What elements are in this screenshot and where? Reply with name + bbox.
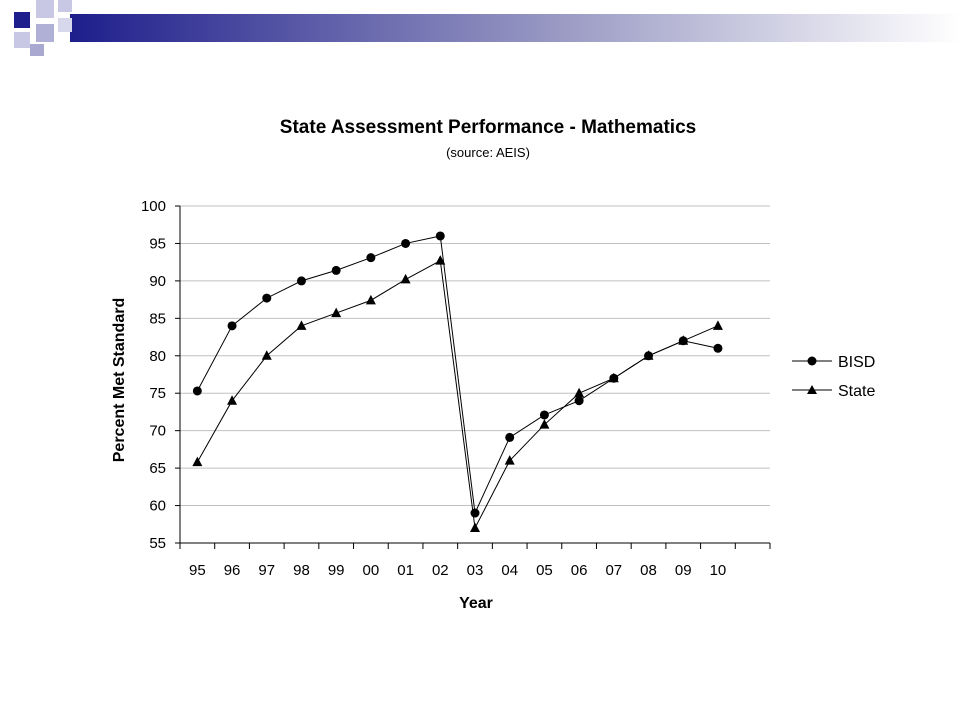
x-tick-label: 04 [501, 562, 518, 579]
x-tick-label: 06 [571, 562, 588, 579]
x-tick-label: 03 [467, 562, 484, 579]
y-tick-label: 70 [149, 423, 166, 440]
y-tick-label: 95 [149, 235, 166, 252]
data-point-state [435, 255, 446, 265]
series-line-state [196, 259, 719, 530]
x-tick-label: 08 [640, 562, 657, 579]
y-tick-label: 100 [141, 198, 166, 215]
x-tick-label: 99 [328, 562, 345, 579]
data-point-state [365, 294, 376, 305]
x-tick-label: 02 [432, 562, 449, 579]
data-point-state [331, 307, 342, 318]
y-tick-label: 75 [149, 385, 166, 402]
chart-subtitle: (source: AEIS) [446, 145, 530, 160]
axes [175, 205, 771, 549]
legend-label-state: State [838, 383, 875, 400]
x-axis-label: Year [459, 595, 493, 612]
x-tick-label: 98 [293, 562, 310, 579]
deco-square-light [36, 0, 54, 18]
data-point-bisd [366, 253, 376, 263]
deco-square-mid [30, 44, 44, 56]
x-tick-label: 95 [189, 562, 206, 579]
deco-square-mid [36, 24, 54, 42]
data-point-bisd [192, 386, 202, 396]
data-point-bisd [539, 410, 549, 420]
data-point-bisd [713, 343, 723, 353]
data-point-state [504, 455, 515, 465]
y-tick-label: 65 [149, 460, 166, 477]
legend-label-bisd: BISD [838, 354, 875, 371]
series-bisd [192, 231, 723, 518]
data-point-state [643, 350, 654, 360]
legend-marker-state [807, 385, 817, 394]
data-point-state [227, 395, 238, 405]
data-point-state [261, 350, 272, 360]
slide-decoration [14, 0, 960, 56]
data-point-bisd [505, 432, 515, 442]
x-tick-label: 10 [710, 562, 727, 579]
data-point-state [296, 320, 307, 330]
y-tick-label: 90 [149, 273, 166, 290]
x-tick-label: 96 [224, 562, 241, 579]
x-tick-label: 05 [536, 562, 553, 579]
data-point-state [712, 320, 723, 330]
y-tick-label: 60 [149, 498, 166, 515]
legend: BISD State [792, 354, 875, 400]
gridlines [180, 205, 770, 507]
data-point-bisd [296, 276, 306, 286]
deco-square-light [58, 18, 72, 32]
data-point-bisd [227, 321, 237, 331]
data-point-bisd [331, 265, 341, 275]
x-tick-label: 01 [397, 562, 414, 579]
data-point-state [400, 273, 411, 284]
deco-square-dark [14, 12, 30, 28]
x-tick-label: 07 [605, 562, 622, 579]
data-point-state [192, 456, 203, 467]
data-point-bisd [470, 508, 480, 518]
y-axis-label: Percent Met Standard [111, 298, 128, 462]
chart-title: State Assessment Performance - Mathemati… [280, 117, 696, 138]
tick-labels: 55 60 65 70 75 80 85 90 95 100 95 96 97 98 99 00 01 02 03 0… [141, 198, 726, 579]
data-point-bisd [574, 396, 584, 406]
y-tick-label: 85 [149, 310, 166, 327]
series-state [192, 255, 723, 533]
data-point-state [574, 387, 585, 398]
data-point-state [678, 335, 689, 345]
deco-square-light [58, 0, 72, 12]
data-point-bisd [435, 231, 445, 241]
header-gradient-band [70, 14, 960, 42]
data-point-state [539, 419, 550, 429]
x-tick-label: 09 [675, 562, 692, 579]
data-point-bisd [262, 293, 272, 303]
x-tick-label: 00 [363, 562, 380, 579]
data-point-bisd [401, 238, 411, 248]
data-point-state [608, 372, 619, 383]
deco-square-light [14, 32, 30, 48]
series-line-bisd [196, 235, 719, 515]
data-point-state [470, 522, 480, 533]
legend-marker-bisd [807, 356, 817, 366]
y-tick-label: 80 [149, 348, 166, 365]
y-tick-label: 55 [149, 535, 166, 552]
series [192, 231, 723, 533]
x-tick-label: 97 [258, 562, 275, 579]
